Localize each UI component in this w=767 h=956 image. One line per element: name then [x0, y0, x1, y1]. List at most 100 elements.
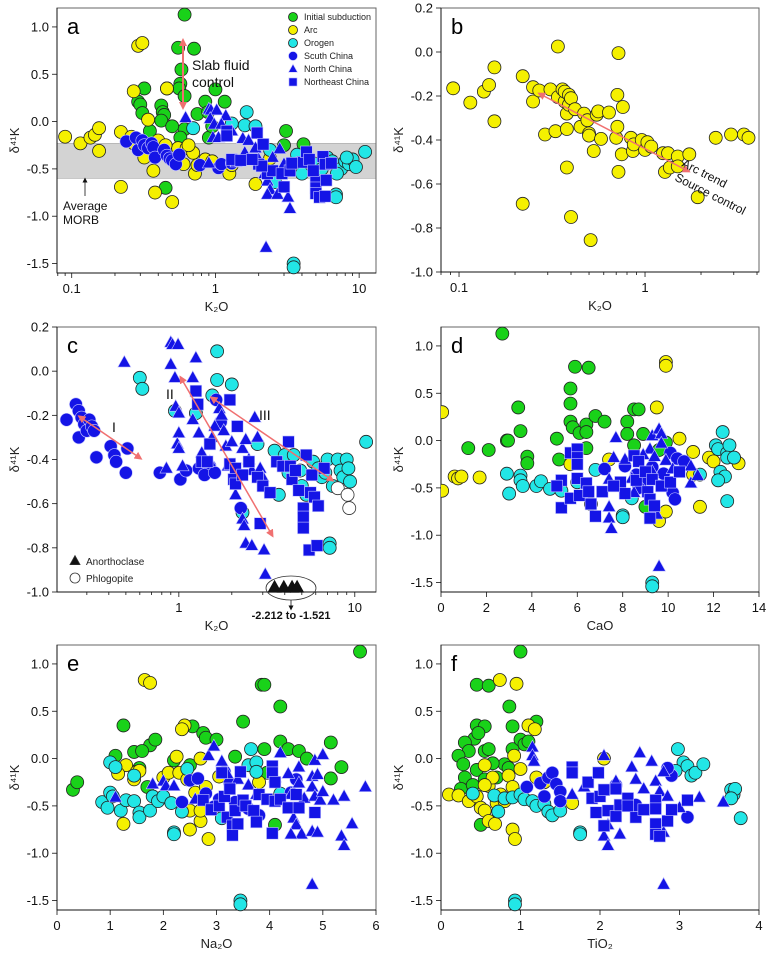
data-point	[589, 510, 602, 523]
data-point	[297, 521, 310, 535]
legend-marker	[288, 77, 298, 87]
legend-label: Anorthoclase	[86, 557, 145, 568]
data-point	[668, 492, 682, 507]
panel-a: 0.1 1 10 1.0 0.5 0.0 -0.5 -1.0 -1.5 K₂O δ⁴¹K a	[7, 7, 377, 314]
data-point	[310, 824, 325, 838]
legend-label: North China	[304, 64, 352, 74]
data-point	[248, 177, 263, 191]
data-point	[241, 777, 256, 791]
y-tick-label: -0.5	[27, 161, 49, 176]
data-point	[681, 794, 694, 807]
data-point	[596, 828, 611, 842]
data-point	[671, 742, 685, 757]
data-point	[220, 129, 233, 142]
data-point	[620, 414, 635, 429]
data-point	[589, 806, 603, 819]
data-point	[249, 764, 264, 779]
data-point	[349, 160, 363, 174]
data-point	[119, 465, 133, 480]
data-point	[177, 7, 192, 22]
panel-a-annotations: Slab fluid control Average MORB	[63, 38, 250, 227]
data-point	[234, 501, 248, 515]
panel-c: 1 10 0.2 0.0 -0.2 -0.4 -0.6 -0.8 -1.0 K₂O δ⁴¹K c	[7, 320, 377, 633]
morb-label: Average	[63, 199, 108, 213]
data-point	[169, 749, 184, 764]
trend-I-arrow	[77, 415, 143, 460]
data-point	[581, 360, 596, 375]
data-point	[690, 190, 705, 205]
data-point	[228, 804, 242, 817]
x-tick-label: 2	[483, 600, 490, 615]
y-tick-label: 0.5	[31, 67, 49, 82]
data-point	[615, 100, 630, 114]
legend-label: Phlogopite	[86, 574, 134, 585]
data-point	[673, 465, 686, 478]
data-point	[292, 484, 305, 497]
data-point	[233, 897, 248, 912]
series-arc	[446, 39, 756, 248]
data-point	[664, 476, 677, 489]
data-point	[100, 800, 115, 815]
y-tick-label: -1.5	[411, 575, 433, 590]
data-point	[234, 765, 247, 778]
data-point	[292, 801, 306, 814]
y-tick-label: -0.2	[411, 89, 433, 104]
data-point	[563, 396, 578, 411]
series-north-china	[108, 738, 373, 890]
y-tick-label: 0.5	[415, 386, 433, 401]
data-point	[148, 732, 163, 747]
y-tick-label: -1.5	[27, 893, 49, 908]
data-point	[273, 745, 288, 758]
panel-c-annotations: I II III -2.212 to -1.521	[77, 375, 335, 622]
data-point	[446, 81, 461, 96]
data-point	[706, 454, 721, 469]
panel-letter: c	[67, 333, 78, 358]
data-point	[206, 738, 221, 752]
data-point	[582, 128, 596, 143]
data-point	[187, 41, 201, 56]
data-point	[260, 186, 275, 200]
y-tick-label: 0.0	[31, 751, 49, 766]
data-point	[511, 400, 526, 415]
x-tick-label: 10	[352, 281, 366, 296]
y-tick-label: -1.0	[27, 209, 49, 224]
data-point	[672, 431, 687, 446]
data-point	[629, 811, 642, 824]
data-point	[644, 753, 659, 767]
legend-label: Initial subduction	[304, 12, 371, 22]
y-tick-label: -0.5	[411, 798, 433, 813]
series-scuth-china	[119, 130, 239, 175]
data-point	[109, 454, 123, 469]
series-northeast-china	[550, 442, 686, 525]
data-point	[201, 832, 216, 846]
data-point	[159, 460, 174, 474]
data-point	[267, 579, 282, 593]
data-point	[310, 767, 325, 780]
data-point	[656, 764, 671, 777]
series-arc	[442, 673, 611, 846]
y-tick-label: 0.0	[31, 364, 49, 379]
x-axis-label: K₂O	[205, 299, 229, 314]
data-point	[305, 779, 320, 792]
data-point	[502, 699, 517, 714]
data-point	[166, 778, 181, 791]
data-point	[454, 469, 469, 484]
data-point	[282, 801, 295, 814]
data-point	[513, 762, 528, 776]
data-point	[148, 185, 162, 200]
data-point	[482, 78, 496, 92]
data-point	[217, 94, 232, 109]
data-point	[127, 768, 141, 783]
data-point	[108, 760, 123, 774]
series-scuth-china	[520, 761, 695, 825]
data-point	[315, 747, 330, 760]
data-point	[203, 437, 216, 451]
data-point	[579, 425, 594, 439]
data-point	[108, 789, 123, 803]
data-point	[596, 485, 609, 498]
y-axis-label: δ⁴¹K	[391, 127, 406, 153]
x-tick-label: 0.1	[450, 280, 468, 295]
data-point	[487, 60, 502, 75]
data-point	[312, 499, 325, 513]
y-tick-label: -0.5	[411, 480, 433, 495]
